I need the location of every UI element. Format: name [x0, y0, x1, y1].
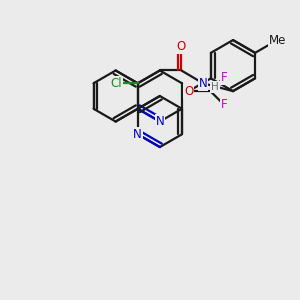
Text: H: H	[211, 82, 219, 92]
Text: Me: Me	[268, 34, 286, 46]
Text: Cl: Cl	[110, 77, 122, 90]
Text: F: F	[221, 98, 227, 111]
Text: O: O	[177, 40, 186, 53]
Text: N: N	[134, 128, 142, 141]
Text: N: N	[199, 77, 207, 90]
Text: F: F	[221, 71, 227, 84]
Text: N: N	[155, 115, 164, 128]
Text: O: O	[184, 85, 194, 98]
